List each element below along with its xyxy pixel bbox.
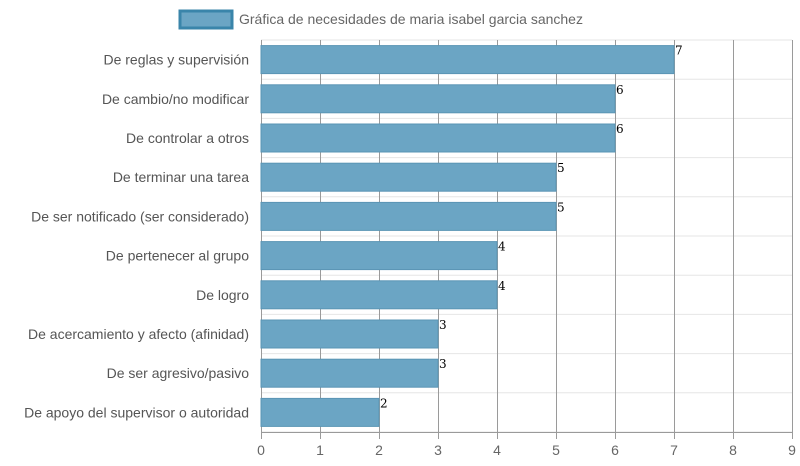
data-label: 3 bbox=[439, 318, 447, 332]
data-label: 6 bbox=[616, 83, 624, 97]
category-labels: De reglas y supervisión De cambio/no modi… bbox=[24, 52, 249, 421]
bar[interactable] bbox=[260, 319, 439, 349]
category-label: De ser notificado (ser considerado) bbox=[31, 208, 249, 224]
x-tick-label: 5 bbox=[552, 442, 560, 458]
x-tick-label: 4 bbox=[493, 442, 501, 458]
category-label: De reglas y supervisión bbox=[103, 52, 249, 68]
data-label: 4 bbox=[498, 240, 506, 254]
category-label: De controlar a otros bbox=[126, 130, 249, 146]
data-label: 6 bbox=[616, 122, 624, 136]
data-label: 2 bbox=[380, 396, 388, 410]
x-tick-label: 7 bbox=[670, 442, 678, 458]
category-label: De acercamiento y afecto (afinidad) bbox=[28, 326, 249, 342]
data-label: 7 bbox=[675, 44, 683, 58]
category-label: De logro bbox=[196, 287, 249, 303]
x-tick-label: 3 bbox=[434, 442, 442, 458]
bar[interactable] bbox=[260, 162, 557, 192]
bar[interactable] bbox=[260, 201, 557, 231]
x-axis-tick-labels: 0 1 2 3 4 5 6 7 8 9 bbox=[257, 442, 796, 458]
legend-label: Gráfica de necesidades de maria isabel g… bbox=[239, 11, 583, 27]
data-label: 5 bbox=[557, 200, 565, 214]
x-tick-label: 0 bbox=[257, 442, 265, 458]
data-label: 5 bbox=[557, 161, 565, 175]
category-label: De pertenecer al grupo bbox=[106, 248, 249, 264]
bars bbox=[260, 45, 675, 427]
bar[interactable] bbox=[260, 397, 380, 427]
bar[interactable] bbox=[260, 358, 439, 388]
legend[interactable]: Gráfica de necesidades de maria isabel g… bbox=[178, 9, 583, 30]
bar[interactable] bbox=[260, 241, 498, 271]
category-label: De cambio/no modificar bbox=[102, 91, 249, 107]
bar[interactable] bbox=[260, 84, 616, 114]
x-tick-label: 9 bbox=[788, 442, 796, 458]
x-tick-label: 6 bbox=[611, 442, 619, 458]
bar[interactable] bbox=[260, 123, 616, 153]
x-tick-label: 8 bbox=[729, 442, 737, 458]
bar[interactable] bbox=[260, 45, 675, 75]
bar[interactable] bbox=[260, 280, 498, 310]
data-label: 4 bbox=[498, 279, 506, 293]
data-labels: 7 6 6 5 5 4 4 3 3 2 bbox=[380, 44, 683, 411]
x-tick-label: 1 bbox=[316, 442, 324, 458]
legend-swatch bbox=[178, 9, 234, 30]
category-label: De ser agresivo/pasivo bbox=[107, 365, 250, 381]
category-label: De apoyo del supervisor o autoridad bbox=[24, 404, 249, 420]
data-label: 3 bbox=[439, 357, 447, 371]
category-label: De terminar una tarea bbox=[113, 169, 249, 185]
x-tick-label: 2 bbox=[375, 442, 383, 458]
